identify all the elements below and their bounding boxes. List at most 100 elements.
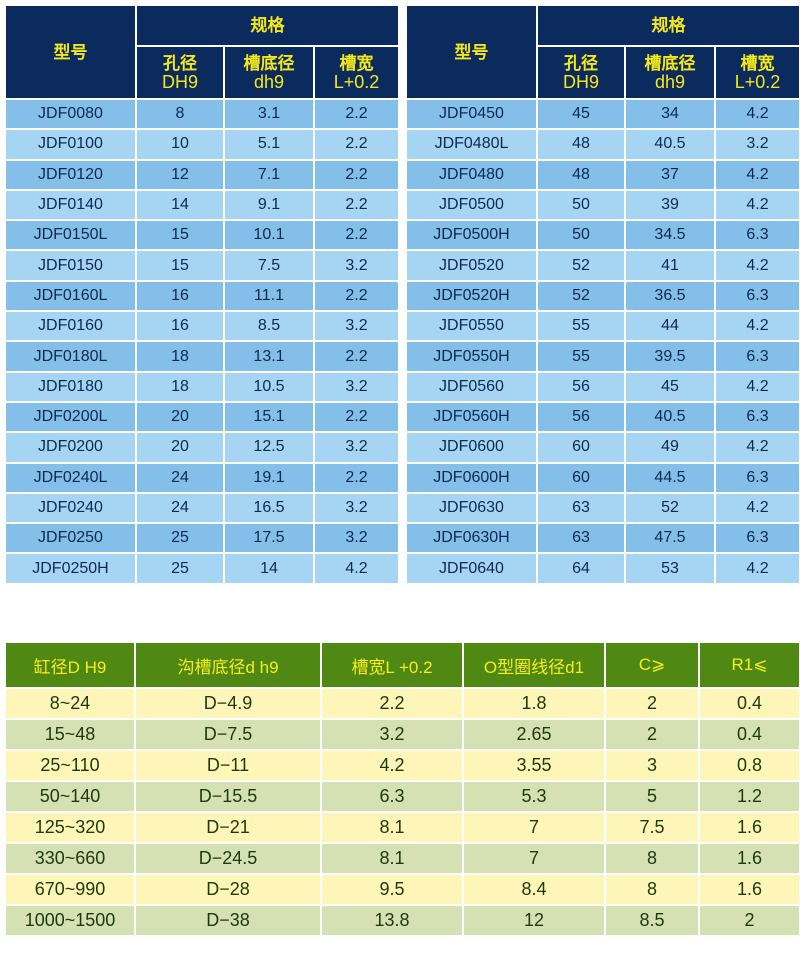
cell-bore: 50 [536,219,626,252]
cell-model: JDF0160L [4,279,137,313]
cell-groove-width: 2.2 [313,340,400,373]
header-groove-diameter: 槽底径 dh9 [624,45,716,100]
table-row: 1000~1500 D−38 13.8 12 8.5 2 [4,904,800,937]
header-groove-width: 槽宽 L+0.2 [313,45,400,100]
cell-groove-width: 2.2 [313,219,400,252]
spec-table-right: 型号 规格 孔径 DH9 槽底径 dh9 槽宽 L+0.2 JDF0450 45 34 4.… [405,4,800,585]
cell-r1: 1.6 [698,842,800,875]
cell-model: JDF0180L [4,340,137,373]
cell-model: JDF0600 [405,431,538,464]
cell-groove-width: 3.2 [313,249,400,282]
cell-groove-width: 2.2 [313,128,400,161]
cell-groove-width: 4.2 [714,97,800,131]
table-row: JDF0250H 25 14 4.2 [4,552,400,585]
cell-groove-width: 7 [462,842,606,875]
cell-bore: 25 [135,552,225,585]
cell-groove-diameter: 11.1 [223,279,315,313]
cell-groove-diameter: 49 [624,431,716,464]
cell-bore: 56 [536,400,626,434]
groove-header-4: C⩾ [604,641,700,689]
table-row: JDF0600H 60 44.5 6.3 [405,461,800,494]
table-row: 50~140 D−15.5 6.3 5.3 5 1.2 [4,780,800,813]
cell-bore: D−11 [134,749,322,782]
cell-bore: 55 [536,340,626,373]
cell-groove-width: 8.4 [462,873,606,906]
cell-groove-diameter: 12.5 [223,431,315,464]
cell-groove-diameter: 6.3 [320,780,464,813]
cell-groove-width: 4.2 [714,552,800,585]
cell-groove-diameter: 8.1 [320,811,464,844]
cell-r1: 0.8 [698,749,800,782]
cell-model: JDF0560 [405,370,538,403]
table-row: JDF0240L 24 19.1 2.2 [4,461,400,494]
cell-bore: 64 [536,552,626,585]
cell-groove-diameter: 41 [624,249,716,282]
cell-model: JDF0630H [405,522,538,555]
cell-groove-diameter: 34.5 [624,219,716,252]
table-row: JDF0450 45 34 4.2 [405,97,800,131]
cell-c: 2 [604,718,700,751]
cell-groove-diameter: 2.2 [320,687,464,720]
cell-groove-diameter: 8.5 [223,310,315,343]
cell-groove-width: 4.2 [714,431,800,464]
groove-header-1: 沟槽底径d h9 [134,641,322,689]
cell-groove-diameter: 7.1 [223,158,315,191]
cell-bore: D−4.9 [134,687,322,720]
cell-groove-diameter: 40.5 [624,128,716,161]
cell-model: JDF0150L [4,219,137,252]
table-row: JDF0630 63 52 4.2 [405,491,800,525]
cell-bore: 25 [135,522,225,555]
cell-groove-diameter: 44 [624,310,716,343]
cell-model: JDF0550H [405,340,538,373]
cell-bore: D−21 [134,811,322,844]
cell-groove-width: 6.3 [714,461,800,494]
cell-c: 7.5 [604,811,700,844]
cell-groove-width: 6.3 [714,219,800,252]
cell-bore: 52 [536,279,626,313]
cell-groove-width: 7 [462,811,606,844]
cell-bore: 18 [135,370,225,403]
cell-groove-diameter: 36.5 [624,279,716,313]
cell-model: JDF0480L [405,128,538,161]
cell-bore: 18 [135,340,225,373]
cell-model: JDF0500H [405,219,538,252]
groove-header-5: R1⩽ [698,641,800,689]
cell-r1: 0.4 [698,687,800,720]
cell-c: 8.5 [604,904,700,937]
cell-groove-width: 4.2 [714,188,800,222]
cell-model: JDF0160 [4,310,137,343]
cell-groove-diameter: 7.5 [223,249,315,282]
cell-model: JDF0150 [4,249,137,282]
cell-model: JDF0100 [4,128,137,161]
cell-groove-diameter: 40.5 [624,400,716,434]
cell-model: 330~660 [4,842,136,875]
header-bore: 孔径 DH9 [536,45,626,100]
cell-model: 50~140 [4,780,136,813]
cell-model: JDF0600H [405,461,538,494]
cell-bore: 24 [135,491,225,525]
cell-groove-diameter: 16.5 [223,491,315,525]
cell-model: 125~320 [4,811,136,844]
table-row: JDF0160L 16 11.1 2.2 [4,279,400,313]
cell-model: JDF0140 [4,188,137,222]
table-row: JDF0180 18 10.5 3.2 [4,370,400,403]
cell-bore: 16 [135,310,225,343]
cell-model: JDF0560H [405,400,538,434]
cell-groove-diameter: 19.1 [223,461,315,494]
cell-groove-width: 6.3 [714,340,800,373]
groove-header-0: 缸径D H9 [4,641,136,689]
cell-bore: D−38 [134,904,322,937]
table-row: JDF0100 10 5.1 2.2 [4,128,400,161]
table-row: 670~990 D−28 9.5 8.4 8 1.6 [4,873,800,906]
cell-bore: D−28 [134,873,322,906]
cell-groove-width: 4.2 [714,491,800,525]
cell-bore: 63 [536,522,626,555]
cell-model: JDF0240 [4,491,137,525]
cell-c: 2 [604,687,700,720]
cell-bore: 10 [135,128,225,161]
cell-model: JDF0240L [4,461,137,494]
cell-bore: 20 [135,431,225,464]
cell-bore: D−15.5 [134,780,322,813]
cell-groove-diameter: 14 [223,552,315,585]
cell-bore: 24 [135,461,225,494]
